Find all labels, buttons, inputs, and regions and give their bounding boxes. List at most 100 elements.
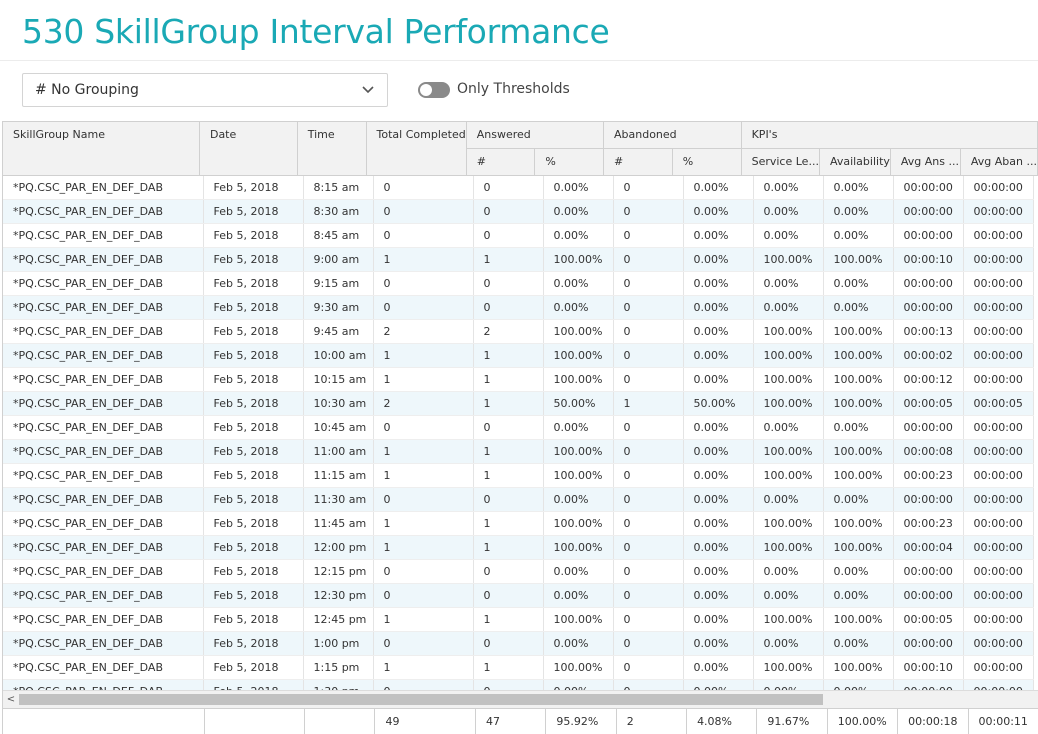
- table-row[interactable]: *PQ.CSC_PAR_EN_DEF_DAB Feb 5, 2018 9:30 am…: [3, 295, 1034, 320]
- table-row[interactable]: *PQ.CSC_PAR_EN_DEF_DAB Feb 5, 2018 1:00 pm…: [3, 631, 1034, 656]
- total-answered-pct: 95.92%: [545, 708, 617, 734]
- grouping-dropdown[interactable]: # No Grouping: [22, 73, 388, 107]
- cell-date: Feb 5, 2018: [203, 295, 304, 320]
- header-total-completed[interactable]: Total Completed: [366, 122, 467, 176]
- cell-avg-aban: 00:00:05: [963, 391, 1034, 416]
- table-row[interactable]: *PQ.CSC_PAR_EN_DEF_DAB Feb 5, 2018 10:30 a…: [3, 391, 1034, 416]
- cell-abandoned-pct: 0.00%: [683, 247, 754, 272]
- cell-service-level: 100.00%: [753, 535, 824, 560]
- table-row[interactable]: *PQ.CSC_PAR_EN_DEF_DAB Feb 5, 2018 11:45 a…: [3, 511, 1034, 536]
- total-abandoned-count: 2: [616, 708, 688, 734]
- cell-avg-ans: 00:00:13: [893, 319, 964, 344]
- cell-date: Feb 5, 2018: [203, 463, 304, 488]
- table-row[interactable]: *PQ.CSC_PAR_EN_DEF_DAB Feb 5, 2018 11:00 a…: [3, 439, 1034, 464]
- only-thresholds-toggle[interactable]: [418, 82, 450, 98]
- table-row[interactable]: *PQ.CSC_PAR_EN_DEF_DAB Feb 5, 2018 10:00 a…: [3, 343, 1034, 368]
- cell-answered-count: 1: [473, 511, 544, 536]
- header-answered-pct[interactable]: %: [534, 148, 604, 176]
- cell-avg-ans: 00:00:00: [893, 679, 964, 690]
- table-row[interactable]: *PQ.CSC_PAR_EN_DEF_DAB Feb 5, 2018 12:30 p…: [3, 583, 1034, 608]
- cell-availability: 0.00%: [823, 415, 894, 440]
- table-row[interactable]: *PQ.CSC_PAR_EN_DEF_DAB Feb 5, 2018 12:00 p…: [3, 535, 1034, 560]
- cell-date: Feb 5, 2018: [203, 559, 304, 584]
- cell-availability: 100.00%: [823, 319, 894, 344]
- table-row[interactable]: *PQ.CSC_PAR_EN_DEF_DAB Feb 5, 2018 9:45 am…: [3, 319, 1034, 344]
- total-availability: 100.00%: [827, 708, 899, 734]
- header-availability[interactable]: Availability: [819, 148, 891, 176]
- table-row[interactable]: *PQ.CSC_PAR_EN_DEF_DAB Feb 5, 2018 11:30 a…: [3, 487, 1034, 512]
- cell-time: 1:00 pm: [303, 631, 374, 656]
- table-row[interactable]: *PQ.CSC_PAR_EN_DEF_DAB Feb 5, 2018 12:15 p…: [3, 559, 1034, 584]
- cell-answered-count: 1: [473, 655, 544, 680]
- cell-skillgroup: *PQ.CSC_PAR_EN_DEF_DAB: [3, 367, 204, 392]
- cell-date: Feb 5, 2018: [203, 415, 304, 440]
- cell-abandoned-pct: 0.00%: [683, 631, 754, 656]
- table-row[interactable]: *PQ.CSC_PAR_EN_DEF_DAB Feb 5, 2018 11:15 a…: [3, 463, 1034, 488]
- cell-abandoned-count: 0: [613, 511, 684, 536]
- cell-service-level: 0.00%: [753, 199, 824, 224]
- cell-answered-count: 1: [473, 367, 544, 392]
- header-avg-aban[interactable]: Avg Aban ...: [960, 148, 1038, 176]
- cell-skillgroup: *PQ.CSC_PAR_EN_DEF_DAB: [3, 295, 204, 320]
- cell-time: 11:00 am: [303, 439, 374, 464]
- cell-skillgroup: *PQ.CSC_PAR_EN_DEF_DAB: [3, 463, 204, 488]
- cell-availability: 100.00%: [823, 247, 894, 272]
- table-row[interactable]: *PQ.CSC_PAR_EN_DEF_DAB Feb 5, 2018 9:15 am…: [3, 271, 1034, 296]
- cell-time: 9:00 am: [303, 247, 374, 272]
- cell-availability: 0.00%: [823, 271, 894, 296]
- cell-service-level: 0.00%: [753, 223, 824, 248]
- cell-availability: 100.00%: [823, 463, 894, 488]
- cell-abandoned-count: 0: [613, 679, 684, 690]
- cell-total-completed: 2: [373, 391, 474, 416]
- header-abandoned-pct[interactable]: %: [672, 148, 742, 176]
- horizontal-scrollbar[interactable]: <: [3, 690, 1038, 708]
- table-row[interactable]: *PQ.CSC_PAR_EN_DEF_DAB Feb 5, 2018 9:00 am…: [3, 247, 1034, 272]
- header-abandoned-count[interactable]: #: [603, 148, 673, 176]
- cell-avg-aban: 00:00:00: [963, 463, 1034, 488]
- cell-answered-pct: 0.00%: [543, 295, 614, 320]
- header-time[interactable]: Time: [297, 122, 367, 176]
- cell-abandoned-count: 0: [613, 199, 684, 224]
- total-time: [304, 708, 376, 734]
- cell-abandoned-pct: 50.00%: [683, 391, 754, 416]
- table-row[interactable]: *PQ.CSC_PAR_EN_DEF_DAB Feb 5, 2018 1:15 pm…: [3, 655, 1034, 680]
- table-row[interactable]: *PQ.CSC_PAR_EN_DEF_DAB Feb 5, 2018 12:45 p…: [3, 607, 1034, 632]
- header-skillgroup-name[interactable]: SkillGroup Name: [3, 122, 200, 176]
- cell-skillgroup: *PQ.CSC_PAR_EN_DEF_DAB: [3, 199, 204, 224]
- table-row[interactable]: *PQ.CSC_PAR_EN_DEF_DAB Feb 5, 2018 8:45 am…: [3, 223, 1034, 248]
- cell-availability: 0.00%: [823, 679, 894, 690]
- cell-avg-ans: 00:00:00: [893, 631, 964, 656]
- header-avg-ans[interactable]: Avg Ans ...: [890, 148, 961, 176]
- table-row[interactable]: *PQ.CSC_PAR_EN_DEF_DAB Feb 5, 2018 8:30 am…: [3, 199, 1034, 224]
- cell-time: 9:45 am: [303, 319, 374, 344]
- grid-body-viewport[interactable]: *PQ.CSC_PAR_EN_DEF_DAB Feb 5, 2018 8:15 am…: [3, 176, 1038, 690]
- table-row[interactable]: *PQ.CSC_PAR_EN_DEF_DAB Feb 5, 2018 8:15 am…: [3, 176, 1034, 200]
- cell-abandoned-count: 0: [613, 655, 684, 680]
- cell-skillgroup: *PQ.CSC_PAR_EN_DEF_DAB: [3, 583, 204, 608]
- table-row[interactable]: *PQ.CSC_PAR_EN_DEF_DAB Feb 5, 2018 10:15 a…: [3, 367, 1034, 392]
- cell-service-level: 0.00%: [753, 583, 824, 608]
- cell-avg-ans: 00:00:00: [893, 295, 964, 320]
- table-row[interactable]: *PQ.CSC_PAR_EN_DEF_DAB Feb 5, 2018 10:45 a…: [3, 415, 1034, 440]
- cell-answered-count: 1: [473, 343, 544, 368]
- cell-abandoned-count: 0: [613, 535, 684, 560]
- cell-total-completed: 1: [373, 511, 474, 536]
- scrollbar-thumb[interactable]: [19, 694, 823, 705]
- scroll-left-arrow[interactable]: <: [6, 694, 16, 705]
- cell-answered-pct: 100.00%: [543, 655, 614, 680]
- cell-time: 8:45 am: [303, 223, 374, 248]
- cell-abandoned-pct: 0.00%: [683, 679, 754, 690]
- cell-avg-aban: 00:00:00: [963, 367, 1034, 392]
- cell-total-completed: 1: [373, 343, 474, 368]
- cell-availability: 0.00%: [823, 583, 894, 608]
- header-answered-count[interactable]: #: [466, 148, 536, 176]
- header-service-level[interactable]: Service Le...: [741, 148, 820, 176]
- cell-availability: 100.00%: [823, 511, 894, 536]
- cell-avg-ans: 00:00:00: [893, 223, 964, 248]
- cell-date: Feb 5, 2018: [203, 439, 304, 464]
- header-date[interactable]: Date: [199, 122, 298, 176]
- cell-date: Feb 5, 2018: [203, 679, 304, 690]
- cell-avg-ans: 00:00:10: [893, 247, 964, 272]
- cell-avg-aban: 00:00:00: [963, 583, 1034, 608]
